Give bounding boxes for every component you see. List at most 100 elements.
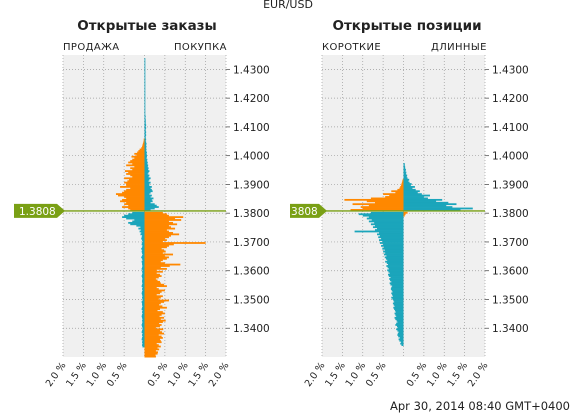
positions-bar-teal	[403, 191, 418, 194]
orders-bar-teal	[142, 265, 145, 267]
orders-bar-teal	[144, 82, 146, 85]
positions-bar-teal	[377, 233, 404, 236]
positions-bar-teal	[396, 315, 404, 318]
orders-bar-teal	[142, 242, 145, 244]
orders-ytick-label: 1.4100	[233, 122, 270, 134]
orders-bar-teal	[144, 190, 153, 193]
positions-bar-teal	[403, 171, 407, 174]
positions-bar-orange	[401, 181, 404, 184]
positions-bar-teal	[394, 312, 404, 315]
orders-bar-orange	[144, 242, 206, 244]
positions-bar-teal	[383, 253, 404, 256]
positions-xtick-label: 0.5 %	[364, 360, 389, 389]
positions-bar-teal	[403, 200, 437, 203]
positions-bar-teal	[370, 223, 404, 226]
orders-bar-teal	[144, 154, 147, 157]
orders-ytick-label: 1.3500	[233, 294, 270, 306]
orders-bar-teal	[144, 207, 155, 210]
orders-xtick-label: 0.5 %	[105, 360, 130, 389]
orders-bar-orange	[144, 244, 169, 247]
orders-bar-orange	[144, 260, 161, 263]
orders-bar-teal	[141, 260, 145, 263]
positions-bar-teal	[395, 318, 404, 321]
orders-bar-teal	[142, 344, 145, 346]
orders-xtick-label: 2.0 %	[44, 360, 69, 389]
positions-bar-orange	[397, 188, 404, 191]
positions-bar-orange	[350, 209, 404, 211]
orders-bar-orange	[126, 164, 145, 167]
positions-bar-teal	[394, 308, 404, 311]
positions-bar-teal	[370, 211, 404, 214]
orders-bar-orange	[144, 234, 171, 237]
orders-bar-teal	[141, 237, 145, 240]
positions-chart: 1.4300 1.4200 1.4100 1.4000 1.3900 1.3800 1.37…	[290, 55, 529, 389]
positions-bar-teal	[394, 305, 404, 308]
positions-bar-teal	[401, 344, 404, 346]
orders-bar-teal	[142, 262, 145, 265]
orders-bar-teal	[144, 173, 148, 175]
orders-bar-orange	[144, 232, 174, 234]
orders-bar-teal	[132, 220, 145, 223]
orders-bar-orange	[139, 148, 145, 151]
orders-ytick-label: 1.3800	[233, 208, 270, 220]
orders-bar-orange	[124, 181, 145, 184]
positions-bar-teal	[403, 206, 453, 208]
orders-bar-teal	[142, 316, 145, 319]
orders-bar-teal	[144, 69, 146, 72]
orders-bar-teal	[144, 186, 152, 188]
orders-bar-teal	[144, 96, 146, 99]
orders-bar-orange	[127, 180, 145, 183]
orders-bar-teal	[144, 152, 147, 155]
orders-bar-teal	[144, 142, 147, 145]
orders-bar-teal	[141, 267, 145, 270]
orders-bar-teal	[144, 188, 152, 191]
orders-bar-teal	[141, 315, 145, 318]
positions-bar-teal	[379, 242, 404, 244]
positions-bar-orange	[400, 186, 404, 188]
positions-bar-teal	[403, 174, 408, 177]
orders-bar-orange	[144, 315, 160, 318]
orders-bar-teal	[144, 191, 151, 194]
orders-bar-teal	[142, 303, 145, 306]
positions-bar-teal	[395, 311, 404, 313]
orders-bar-orange	[144, 219, 182, 221]
orders-bar-teal	[142, 288, 145, 290]
orders-bar-teal	[144, 119, 146, 122]
orders-bar-teal	[144, 163, 148, 165]
orders-bar-teal	[142, 255, 145, 257]
orders-ytick-label: 1.4200	[233, 93, 270, 105]
orders-bar-teal	[142, 234, 145, 237]
orders-bar-orange	[144, 344, 159, 346]
positions-bar-teal	[403, 183, 412, 185]
orders-bar-teal	[142, 345, 145, 348]
orders-bar-orange	[144, 255, 165, 257]
orders-bar-teal	[144, 137, 146, 139]
positions-bar-teal	[397, 321, 404, 323]
positions-bar-teal	[388, 263, 404, 266]
orders-bar-teal	[144, 78, 146, 80]
orders-bar-teal	[126, 217, 145, 220]
orders-bar-orange	[122, 206, 145, 208]
positions-long-label: ДЛИННЫЕ	[431, 42, 487, 53]
positions-bar-orange	[389, 194, 404, 197]
orders-bar-orange	[144, 266, 161, 269]
positions-bar-teal	[392, 293, 404, 296]
orders-bar-orange	[144, 272, 157, 275]
positions-ytick-label: 1.4300	[492, 64, 529, 76]
orders-bar-orange	[124, 170, 145, 172]
orders-bar-orange	[128, 161, 145, 164]
orders-bar-orange	[132, 168, 145, 171]
orders-bar-orange	[143, 138, 145, 141]
orders-bar-teal	[142, 286, 145, 289]
orders-bar-orange	[144, 302, 161, 305]
positions-bar-teal	[400, 342, 404, 345]
positions-bar-teal	[398, 331, 404, 334]
positions-bar-teal	[372, 226, 404, 229]
positions-bar-orange	[391, 190, 404, 193]
orders-bar-orange	[144, 250, 166, 253]
positions-bar-teal	[387, 269, 404, 272]
orders-bar-teal	[144, 72, 146, 75]
positions-bar-teal	[394, 301, 404, 303]
orders-bar-orange	[144, 349, 156, 352]
orders-bar-orange	[144, 318, 161, 321]
